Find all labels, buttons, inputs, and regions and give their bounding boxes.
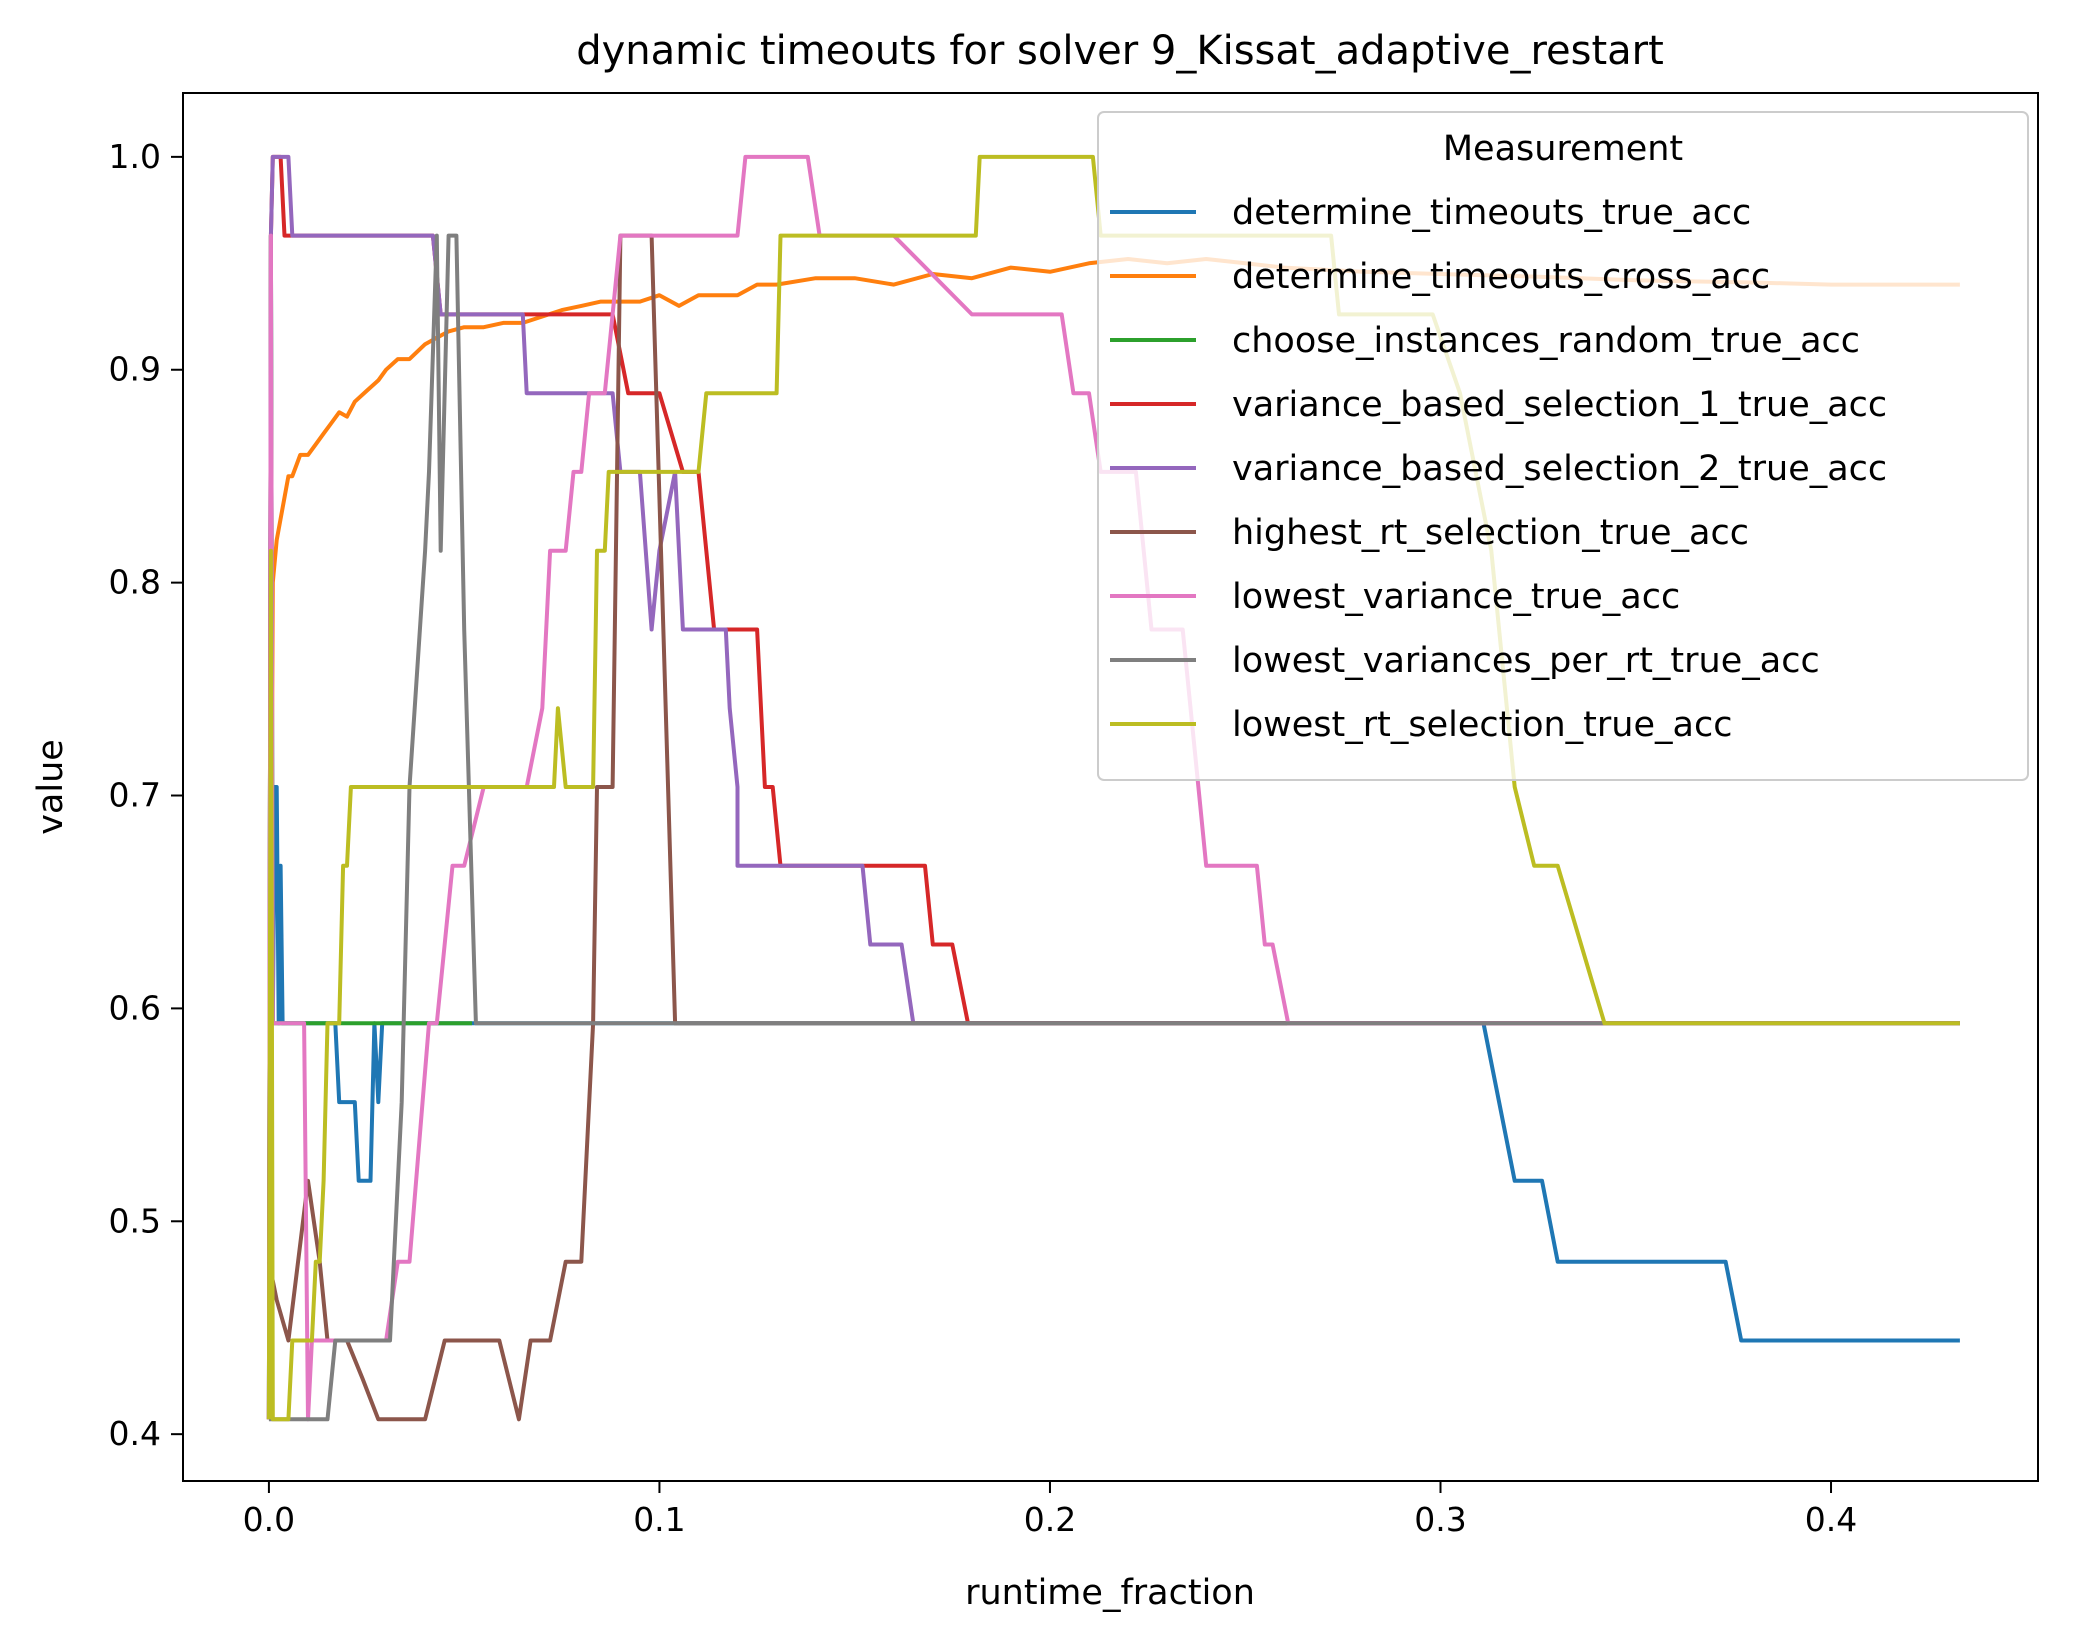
legend-title: Measurement	[1443, 129, 1683, 169]
x-tick-label: 0.0	[243, 1500, 295, 1539]
legend-label: choose_instances_random_true_acc	[1232, 321, 1860, 361]
legend-label: variance_based_selection_2_true_acc	[1232, 449, 1887, 489]
y-tick-label: 0.5	[109, 1201, 161, 1240]
y-tick-label: 0.7	[109, 776, 161, 815]
series-line-6	[266, 233, 1960, 1422]
legend-label: determine_timeouts_true_acc	[1232, 193, 1751, 233]
x-tick-label: 0.3	[1414, 1500, 1466, 1539]
x-axis: 0.0 0.1 0.2 0.3 0.4	[243, 1481, 1857, 1539]
x-tick-label: 0.4	[1805, 1500, 1857, 1539]
y-tick-label: 0.8	[109, 563, 161, 602]
legend-label: lowest_variances_per_rt_true_acc	[1232, 641, 1820, 681]
legend: Measurement determine_timeouts_true_accde…	[1097, 111, 2029, 781]
legend-box	[1097, 111, 2029, 781]
chart-title: dynamic timeouts for solver 9_Kissat_ada…	[576, 28, 1664, 74]
x-tick-label: 0.1	[633, 1500, 685, 1539]
y-axis-title: value	[31, 739, 71, 835]
series-line-8	[268, 233, 1960, 1422]
x-tick-label: 0.2	[1024, 1500, 1076, 1539]
plot-frame	[182, 92, 2039, 1482]
series-line-1	[266, 233, 1960, 1420]
y-tick-label: 0.9	[109, 350, 161, 389]
legend-label: lowest_variance_true_acc	[1232, 577, 1680, 617]
legend-label: highest_rt_selection_true_acc	[1232, 513, 1749, 553]
legend-label: determine_timeouts_cross_acc	[1232, 257, 1770, 297]
x-axis-title: runtime_fraction	[965, 1573, 1255, 1613]
y-tick-label: 0.4	[109, 1414, 161, 1453]
y-tick-label: 1.0	[109, 137, 161, 176]
y-tick-label: 0.6	[109, 988, 161, 1027]
y-axis: 0.4 0.5 0.6 0.7 0.8 0.9 1.0	[109, 137, 183, 1453]
legend-label: variance_based_selection_1_true_acc	[1232, 385, 1887, 425]
legend-label: lowest_rt_selection_true_acc	[1232, 705, 1732, 745]
